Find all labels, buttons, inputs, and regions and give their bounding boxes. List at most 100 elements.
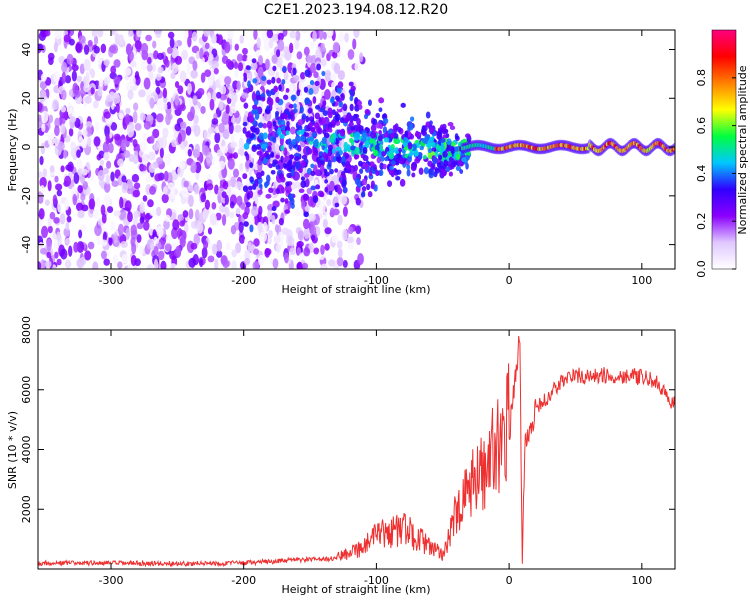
spectrogram-cell bbox=[350, 126, 356, 131]
spectrogram-cell bbox=[295, 161, 301, 170]
spectrogram-cell bbox=[349, 95, 354, 102]
spectrogram-cell bbox=[95, 196, 101, 207]
spectrogram-cell bbox=[272, 120, 277, 127]
spectrogram-cell bbox=[167, 182, 175, 190]
spectrogram-cell bbox=[340, 194, 348, 205]
spectrogram-cell bbox=[258, 254, 265, 267]
spectrogram-cell bbox=[390, 132, 395, 139]
spectrogram-x-label: Height of straight line (km) bbox=[281, 283, 430, 296]
spectrogram-cells bbox=[38, 30, 675, 269]
spectrogram-cell bbox=[282, 94, 289, 100]
spectrogram-cell bbox=[236, 80, 241, 91]
spectrogram-cell bbox=[149, 185, 157, 195]
spectrogram-cell bbox=[302, 193, 308, 201]
spectrogram-cell bbox=[245, 65, 251, 70]
spectrogram-cell bbox=[284, 163, 291, 169]
spectrogram-cell bbox=[250, 215, 255, 227]
spectrogram-cell bbox=[453, 146, 459, 153]
spectrogram-cell bbox=[219, 75, 226, 87]
spectrogram-cell bbox=[350, 196, 355, 204]
spectrogram-cell bbox=[219, 93, 227, 101]
spectrogram-cell bbox=[103, 76, 111, 85]
spectrogram-cell bbox=[296, 89, 301, 97]
spectrogram-cell bbox=[309, 136, 315, 142]
spectrogram-cell bbox=[47, 134, 55, 147]
spectrogram-cell bbox=[267, 209, 273, 221]
spectrogram-cell bbox=[61, 89, 67, 101]
spectrogram-cell bbox=[188, 257, 196, 268]
spectrogram-cell bbox=[409, 116, 415, 122]
spectrogram-cell bbox=[295, 135, 302, 142]
spectrogram-cell bbox=[109, 45, 117, 54]
spectrogram-cell bbox=[244, 237, 249, 247]
spectrogram-cell bbox=[348, 81, 354, 87]
spectrogram-cell bbox=[200, 192, 207, 203]
spectrogram-cell bbox=[312, 30, 317, 42]
spectrogram-cell bbox=[140, 164, 147, 172]
spectrogram-cell bbox=[349, 103, 354, 112]
spectrogram-cell bbox=[76, 241, 85, 253]
spectrogram-cell bbox=[201, 246, 208, 259]
spectrogram-cell bbox=[375, 170, 380, 177]
spectrogram-cell bbox=[220, 145, 229, 154]
spectrogram-cell bbox=[38, 171, 44, 179]
spectrogram-cell bbox=[291, 138, 297, 146]
spectrogram-cell bbox=[329, 180, 335, 192]
spectrogram-cell bbox=[362, 146, 368, 154]
spectrogram-cell bbox=[150, 135, 155, 144]
spectrogram-cell bbox=[332, 41, 340, 53]
spectrogram-cell bbox=[316, 63, 322, 71]
spectrogram-cell bbox=[281, 227, 289, 236]
spectrogram-cell bbox=[78, 35, 86, 44]
spectrogram-cell bbox=[153, 236, 158, 244]
spectrogram-cell bbox=[73, 172, 80, 184]
spectrogram-cell bbox=[188, 194, 194, 208]
spectrogram-cell bbox=[308, 213, 316, 222]
spectrogram-cell bbox=[68, 127, 74, 137]
spectrogram-cell bbox=[64, 175, 72, 187]
spectrogram-cell bbox=[296, 240, 304, 248]
spectrogram-cell bbox=[398, 147, 403, 153]
spectrogram-cell bbox=[384, 156, 389, 162]
spectrogram-cell bbox=[294, 156, 300, 162]
spectrogram-cell bbox=[414, 157, 421, 164]
x-tick-label: -100 bbox=[364, 574, 389, 587]
spectrogram-cell bbox=[38, 208, 45, 220]
spectrogram-cell bbox=[234, 67, 239, 79]
spectrogram-cell bbox=[235, 242, 242, 254]
spectrogram-cell bbox=[63, 34, 71, 43]
spectrogram-cell bbox=[130, 60, 137, 68]
spectrogram-cell bbox=[142, 221, 150, 231]
spectrogram-cell bbox=[100, 250, 107, 260]
spectrogram-cell bbox=[353, 153, 360, 160]
spectrogram-cell bbox=[248, 165, 253, 177]
spectrogram-cell bbox=[139, 201, 145, 214]
spectrogram-cell bbox=[113, 76, 121, 85]
spectrogram-cell bbox=[243, 102, 249, 109]
spectrogram-cell bbox=[329, 168, 334, 175]
spectrogram-cell bbox=[353, 30, 360, 38]
spectrogram-cell bbox=[399, 157, 405, 165]
spectrogram-cell bbox=[193, 114, 199, 125]
spectrogram-cell bbox=[333, 185, 338, 190]
spectrogram-cell bbox=[244, 257, 251, 266]
spectrogram-cell bbox=[378, 169, 384, 177]
spectrogram-cell bbox=[289, 42, 294, 54]
spectrogram-cell bbox=[196, 222, 204, 234]
spectrogram-cell bbox=[356, 237, 361, 246]
spectrogram-cell bbox=[132, 138, 138, 148]
spectrogram-cell bbox=[52, 194, 58, 205]
spectrogram-cell bbox=[254, 195, 259, 205]
spectrogram-cell bbox=[109, 91, 115, 100]
spectrogram-cell bbox=[303, 247, 311, 257]
spectrogram-cell bbox=[82, 129, 88, 138]
spectrogram-cell bbox=[211, 90, 217, 102]
spectrogram-cell bbox=[192, 60, 198, 71]
spectrogram-cell bbox=[354, 61, 362, 73]
spectrogram-cell bbox=[459, 169, 464, 174]
spectrogram-cell bbox=[321, 70, 326, 77]
spectrogram-cell bbox=[318, 117, 322, 124]
spectrogram-cell bbox=[202, 208, 209, 221]
spectrogram-cell bbox=[222, 259, 230, 269]
spectrogram-cell bbox=[163, 219, 170, 230]
